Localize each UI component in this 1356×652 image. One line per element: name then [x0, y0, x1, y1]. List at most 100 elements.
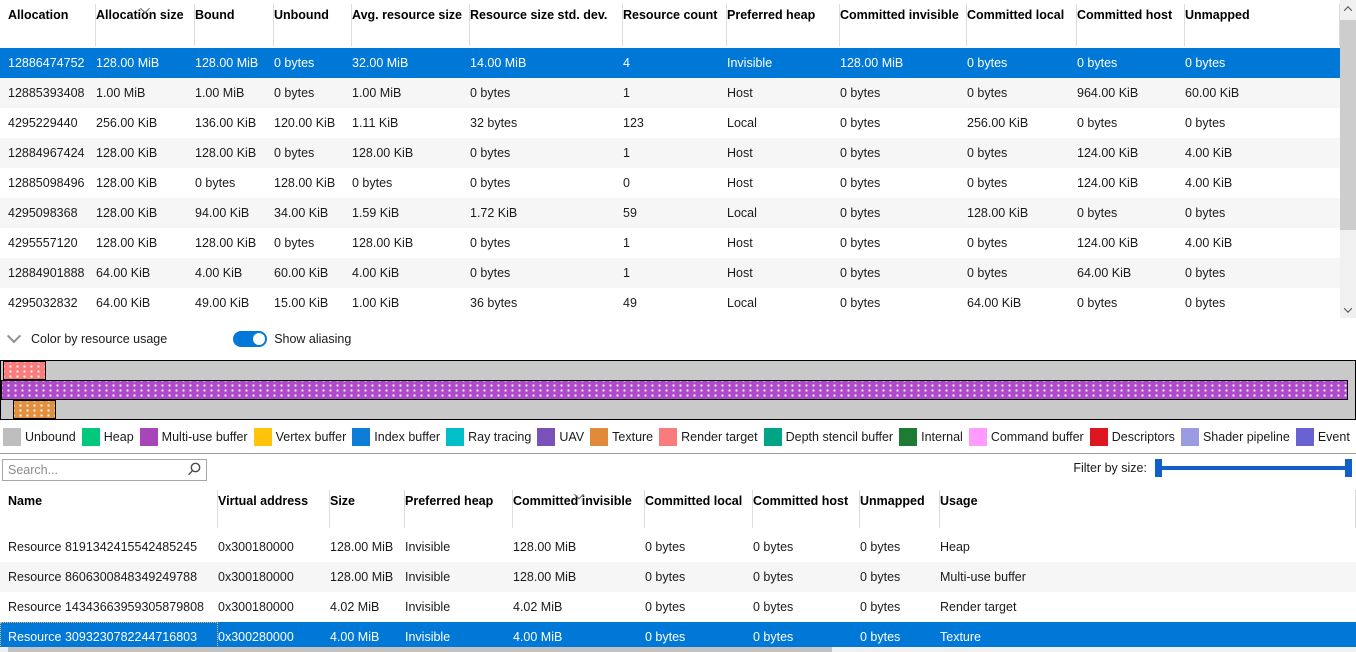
cell-allocation-size: 128.00 KiB [96, 206, 195, 220]
scroll-down-button[interactable] [1340, 301, 1356, 318]
column-header-committed-local[interactable]: Committed local [967, 4, 1077, 46]
column-header-allocation-size[interactable]: Allocation size [96, 4, 195, 46]
scroll-up-button[interactable] [1340, 0, 1356, 17]
column-header-committed-host[interactable]: Committed host [1077, 4, 1185, 46]
cell-usage: Multi-use buffer [940, 570, 1356, 584]
cell-committed-local: 0 bytes [645, 570, 753, 584]
horizontal-scrollbar[interactable] [0, 647, 1356, 652]
column-header-unmapped[interactable]: Unmapped [1185, 4, 1340, 46]
cell-unbound: 128.00 KiB [274, 176, 352, 190]
legend-label: Vertex buffer [276, 430, 347, 444]
allocation-row[interactable]: 1288490188864.00 KiB4.00 KiB60.00 KiB4.0… [0, 258, 1340, 288]
cell-virtual-address: 0x300280000 [218, 630, 330, 644]
legend-swatch [352, 428, 370, 446]
allocation-row[interactable]: 128853934081.00 MiB1.00 MiB0 bytes1.00 M… [0, 78, 1340, 108]
cell-unbound: 120.00 KiB [274, 116, 352, 130]
allocation-row[interactable]: 12886474752128.00 MiB128.00 MiB0 bytes32… [0, 48, 1340, 78]
cell-allocation: 12885098496 [0, 176, 96, 190]
legend-swatch [537, 428, 555, 446]
legend-label: Event [1318, 430, 1350, 444]
legend-label: Render target [681, 430, 757, 444]
legend-swatch [254, 428, 272, 446]
collapse-chevron-icon[interactable] [7, 329, 21, 343]
column-header-bound[interactable]: Bound [195, 4, 274, 46]
vertical-scrollbar[interactable] [1340, 0, 1356, 318]
cell-bound: 136.00 KiB [195, 116, 274, 130]
column-header-allocation[interactable]: Allocation [0, 4, 96, 46]
cell-committed-invisible: 0 bytes [840, 206, 967, 220]
cell-committed-local: 0 bytes [967, 266, 1077, 280]
cell-unmapped: 4.00 KiB [1185, 146, 1340, 160]
cell-resource-count: 1 [623, 146, 727, 160]
cell-allocation-size: 64.00 KiB [96, 266, 195, 280]
column-label: Committed host [1077, 8, 1172, 22]
cell-committed-host: 0 bytes [1077, 296, 1185, 310]
legend-item-multi-use-buffer: Multi-use buffer [140, 428, 248, 446]
resource-row[interactable]: Resource 143436639593058798080x300180000… [0, 592, 1356, 622]
search-input[interactable] [2, 459, 207, 481]
column-header-unmapped[interactable]: Unmapped [860, 490, 940, 528]
column-label: Allocation [8, 8, 68, 22]
column-header-committed-host[interactable]: Committed host [753, 490, 860, 528]
column-header-unbound[interactable]: Unbound [274, 4, 352, 46]
cell-committed-local: 0 bytes [967, 86, 1077, 100]
memory-segment-render-target[interactable] [3, 361, 46, 380]
cell-preferred-heap: Local [727, 206, 840, 220]
slider-handle-left[interactable] [1155, 459, 1162, 477]
cell-allocation-size: 256.00 KiB [96, 116, 195, 130]
column-header-resource-count[interactable]: Resource count [623, 4, 727, 46]
column-header-usage[interactable]: Usage [940, 490, 1356, 528]
allocation-row[interactable]: 12885098496128.00 KiB0 bytes128.00 KiB0 … [0, 168, 1340, 198]
legend-swatch [659, 428, 677, 446]
slider-handle-right[interactable] [1345, 459, 1352, 477]
column-header-virtual-address[interactable]: Virtual address [218, 490, 330, 528]
legend-label: Unbound [25, 430, 76, 444]
cell-committed-local: 0 bytes [645, 630, 753, 644]
column-label: Preferred heap [405, 494, 493, 508]
column-label: Resource size std. dev. [470, 8, 607, 22]
column-header-name[interactable]: Name [0, 490, 218, 528]
cell-committed-invisible: 128.00 MiB [840, 56, 967, 70]
column-header-committed-invisible[interactable]: Committed invisible [840, 4, 967, 46]
legend-item-command-buffer: Command buffer [969, 428, 1084, 446]
cell-resource-size-std-dev: 14.00 MiB [470, 56, 623, 70]
show-aliasing-toggle[interactable] [233, 331, 267, 347]
cell-avg-resource-size: 1.00 KiB [352, 296, 470, 310]
allocation-row[interactable]: 4295557120128.00 KiB128.00 KiB0 bytes128… [0, 228, 1340, 258]
column-header-preferred-heap[interactable]: Preferred heap [405, 490, 513, 528]
memory-segment-multi-use-buffer[interactable] [1, 380, 1348, 399]
cell-usage: Render target [940, 600, 1356, 614]
column-header-preferred-heap[interactable]: Preferred heap [727, 4, 840, 46]
cell-bound: 94.00 KiB [195, 206, 274, 220]
memory-segment-texture[interactable] [13, 400, 56, 419]
allocation-row[interactable]: 429503283264.00 KiB49.00 KiB15.00 KiB1.0… [0, 288, 1340, 318]
allocation-row[interactable]: 12884967424128.00 KiB128.00 KiB0 bytes12… [0, 138, 1340, 168]
column-label: Committed local [645, 494, 742, 508]
allocation-row[interactable]: 4295229440256.00 KiB136.00 KiB120.00 KiB… [0, 108, 1340, 138]
resource-row[interactable]: Resource 81913424155424852450x3001800001… [0, 532, 1356, 562]
cell-committed-invisible: 0 bytes [840, 236, 967, 250]
size-filter-slider[interactable] [1155, 459, 1352, 477]
cell-committed-local: 256.00 KiB [967, 116, 1077, 130]
column-header-committed-local[interactable]: Committed local [645, 490, 753, 528]
memory-map [0, 360, 1356, 420]
cell-committed-invisible: 0 bytes [840, 266, 967, 280]
legend-label: Shader pipeline [1203, 430, 1290, 444]
horizontal-scroll-thumb[interactable] [8, 647, 832, 652]
cell-usage: Heap [940, 540, 1356, 554]
legend-label: Descriptors [1112, 430, 1175, 444]
cell-resource-count: 49 [623, 296, 727, 310]
cell-allocation-size: 128.00 KiB [96, 146, 195, 160]
column-header-resource-size-std-dev[interactable]: Resource size std. dev. [470, 4, 623, 46]
column-header-committed-invisible[interactable]: Committed invisible [513, 490, 645, 528]
resource-row[interactable]: Resource 86063008483492497880x3001800001… [0, 562, 1356, 592]
cell-committed-invisible: 0 bytes [840, 296, 967, 310]
cell-size: 4.02 MiB [330, 600, 405, 614]
column-header-size[interactable]: Size [330, 490, 405, 528]
allocation-row[interactable]: 4295098368128.00 KiB94.00 KiB34.00 KiB1.… [0, 198, 1340, 228]
column-header-avg-resource-size[interactable]: Avg. resource size [352, 4, 470, 46]
scroll-thumb[interactable] [1340, 20, 1356, 230]
filter-by-size-label: Filter by size: [1073, 461, 1147, 475]
legend-swatch [590, 428, 608, 446]
cell-preferred-heap: Invisible [405, 570, 513, 584]
